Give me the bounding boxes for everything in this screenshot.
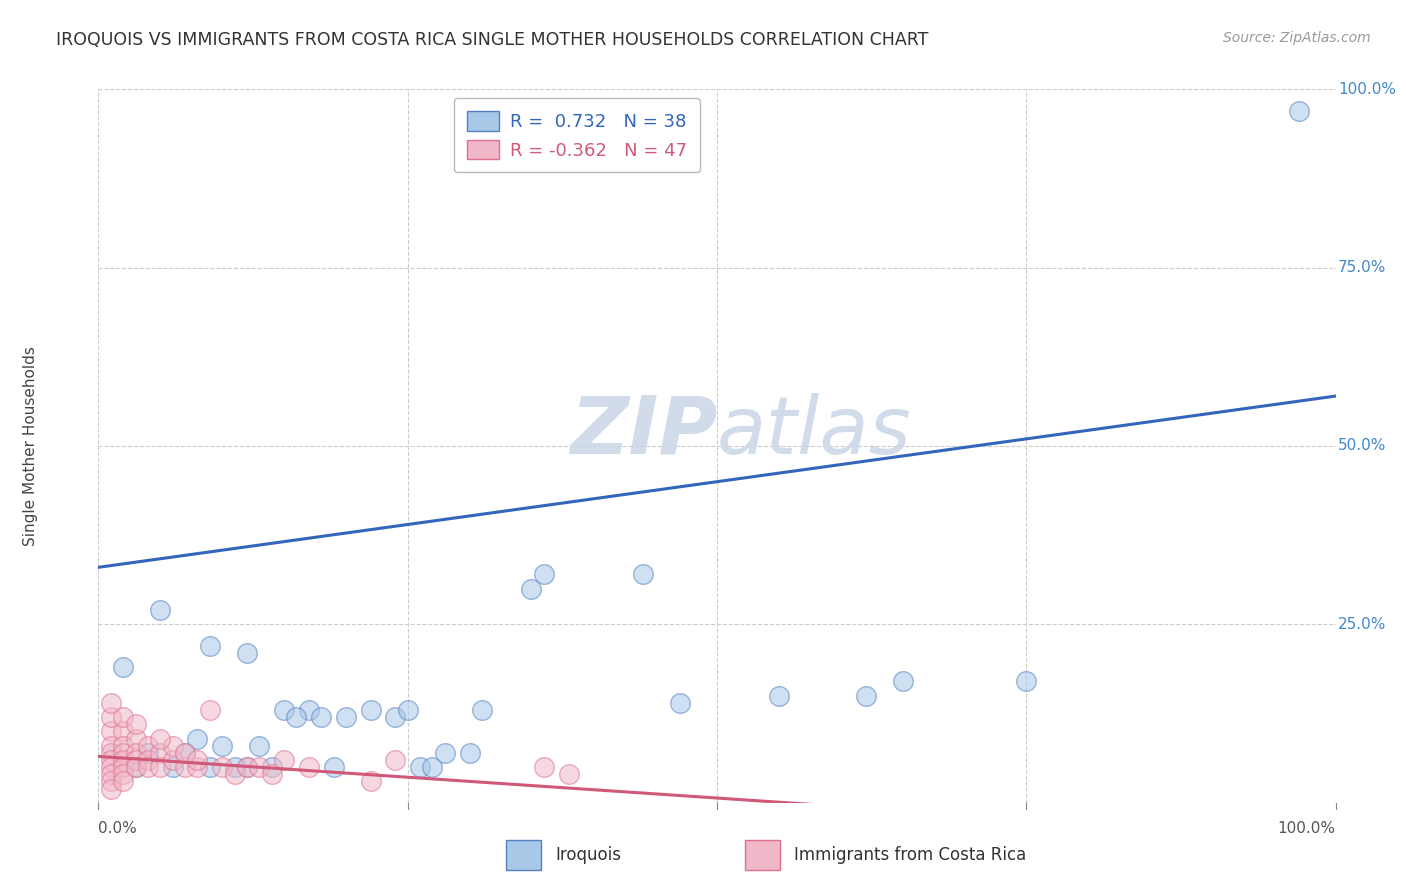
Point: [891, 674, 914, 689]
Point: [533, 567, 555, 582]
Text: Source: ZipAtlas.com: Source: ZipAtlas.com: [1223, 31, 1371, 45]
Point: [298, 703, 321, 717]
Point: [273, 703, 295, 717]
Text: 25.0%: 25.0%: [1339, 617, 1386, 632]
Point: [124, 760, 146, 774]
Text: 75.0%: 75.0%: [1339, 260, 1386, 275]
Point: [124, 760, 146, 774]
Point: [100, 724, 122, 739]
Point: [174, 760, 197, 774]
Point: [422, 760, 444, 774]
Text: Immigrants from Costa Rica: Immigrants from Costa Rica: [794, 846, 1026, 864]
Point: [211, 760, 233, 774]
Point: [149, 603, 172, 617]
Point: [247, 760, 270, 774]
Point: [360, 774, 382, 789]
Point: [112, 760, 135, 774]
Point: [112, 746, 135, 760]
Point: [112, 753, 135, 767]
Point: [520, 582, 543, 596]
Point: [433, 746, 456, 760]
Point: [136, 746, 159, 760]
Point: [100, 760, 122, 774]
Point: [186, 760, 208, 774]
Text: 100.0%: 100.0%: [1339, 82, 1396, 96]
Point: [211, 739, 233, 753]
Point: [186, 731, 208, 746]
Text: ZIP: ZIP: [569, 392, 717, 471]
Point: [236, 760, 259, 774]
Point: [309, 710, 332, 724]
Point: [100, 767, 122, 781]
Text: Single Mother Households: Single Mother Households: [22, 346, 38, 546]
Point: [100, 753, 122, 767]
Point: [174, 746, 197, 760]
Text: 100.0%: 100.0%: [1278, 821, 1336, 836]
Point: [100, 739, 122, 753]
Point: [100, 696, 122, 710]
Point: [100, 746, 122, 760]
Point: [224, 760, 246, 774]
Point: [260, 760, 283, 774]
Point: [384, 753, 406, 767]
Legend: R =  0.732   N = 38, R = -0.362   N = 47: R = 0.732 N = 38, R = -0.362 N = 47: [454, 98, 700, 172]
Point: [100, 710, 122, 724]
Point: [322, 760, 344, 774]
Point: [533, 760, 555, 774]
Point: [631, 567, 654, 582]
Point: [384, 710, 406, 724]
Point: [149, 746, 172, 760]
Point: [236, 760, 259, 774]
Point: [112, 710, 135, 724]
Point: [112, 767, 135, 781]
Point: [273, 753, 295, 767]
Point: [162, 760, 184, 774]
Text: IROQUOIS VS IMMIGRANTS FROM COSTA RICA SINGLE MOTHER HOUSEHOLDS CORRELATION CHAR: IROQUOIS VS IMMIGRANTS FROM COSTA RICA S…: [56, 31, 928, 49]
Point: [124, 731, 146, 746]
Point: [247, 739, 270, 753]
Point: [112, 660, 135, 674]
Point: [112, 739, 135, 753]
Point: [198, 703, 221, 717]
Point: [112, 724, 135, 739]
Point: [298, 760, 321, 774]
Point: [360, 703, 382, 717]
Point: [136, 760, 159, 774]
Point: [136, 753, 159, 767]
Point: [335, 710, 357, 724]
Point: [396, 703, 419, 717]
Point: [198, 760, 221, 774]
Point: [174, 746, 197, 760]
Point: [236, 646, 259, 660]
Point: [1015, 674, 1038, 689]
Text: atlas: atlas: [717, 392, 912, 471]
Point: [162, 739, 184, 753]
Point: [149, 760, 172, 774]
Point: [124, 746, 146, 760]
Point: [162, 753, 184, 767]
Point: [124, 753, 146, 767]
Point: [669, 696, 692, 710]
Point: [409, 760, 432, 774]
Point: [124, 717, 146, 731]
Point: [149, 731, 172, 746]
Point: [557, 767, 579, 781]
Point: [100, 774, 122, 789]
Point: [260, 767, 283, 781]
Point: [458, 746, 481, 760]
Text: 0.0%: 0.0%: [98, 821, 138, 836]
Point: [198, 639, 221, 653]
Point: [224, 767, 246, 781]
Point: [100, 781, 122, 796]
Point: [136, 739, 159, 753]
Point: [112, 774, 135, 789]
Point: [855, 689, 877, 703]
Point: [285, 710, 308, 724]
Text: 50.0%: 50.0%: [1339, 439, 1386, 453]
Point: [471, 703, 494, 717]
Point: [186, 753, 208, 767]
Point: [1288, 103, 1310, 118]
Text: Iroquois: Iroquois: [555, 846, 621, 864]
Point: [768, 689, 790, 703]
